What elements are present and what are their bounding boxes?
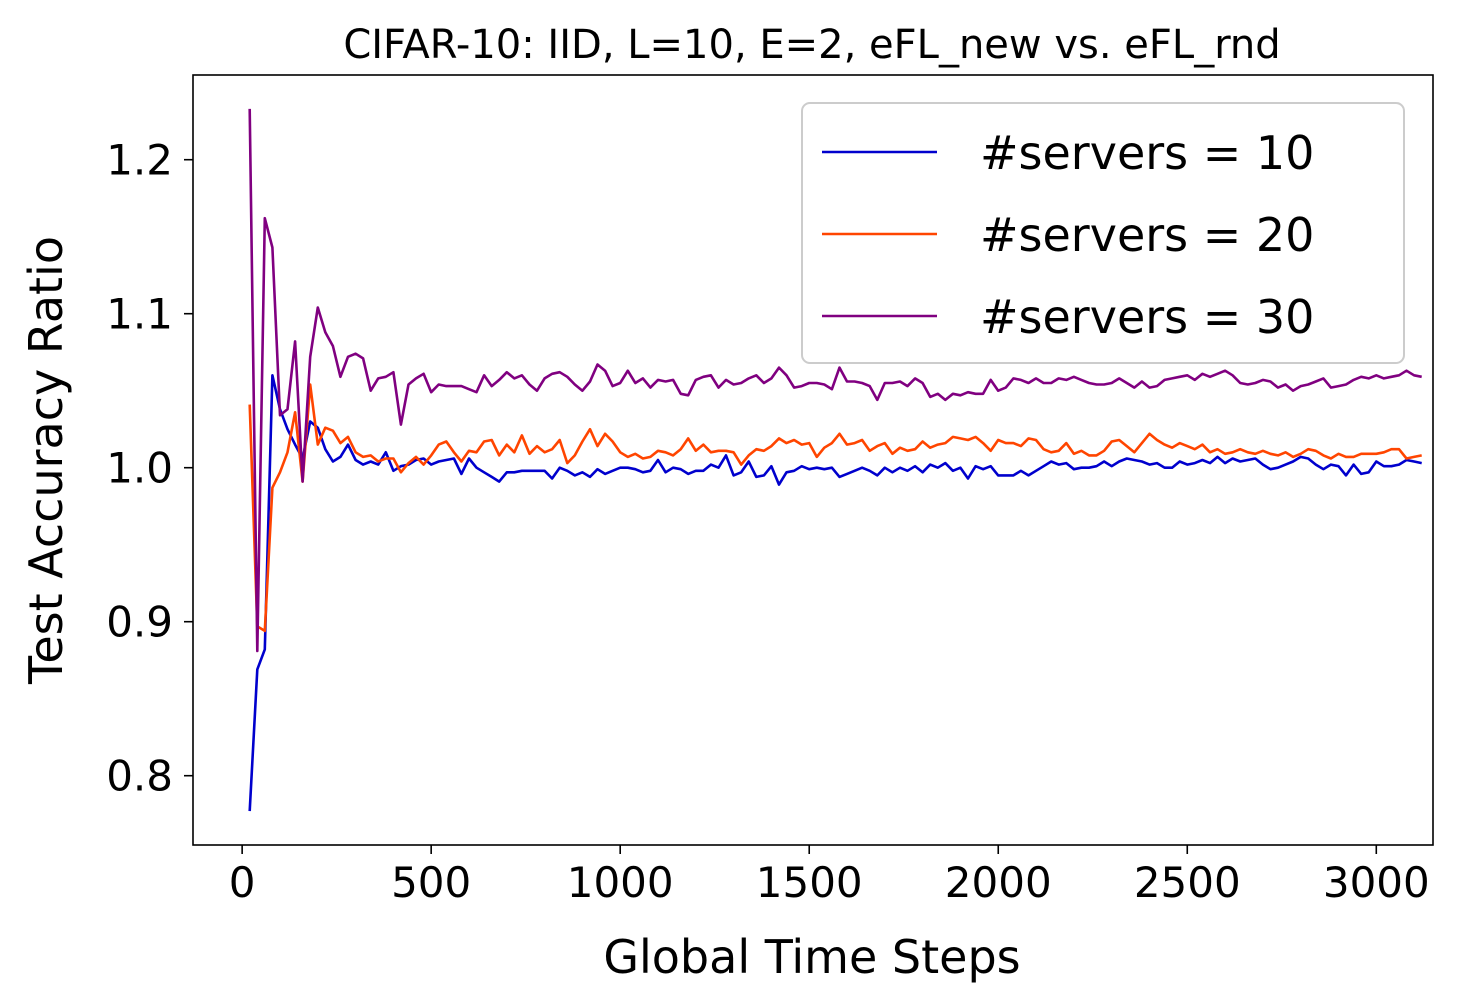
x-tick-label: 2000 [945,858,1052,907]
x-axis-ticks: 0 500 1000 1500 2000 2500 3000 [229,845,1430,907]
x-tick-label: 0 [229,858,256,907]
y-tick-label: 0.8 [106,752,173,801]
series-line-1 [248,373,1422,812]
y-tick-label: 1.2 [106,136,173,185]
y-tick-label: 1.0 [106,444,173,493]
y-axis-label: Test Accuracy Ratio [19,236,73,685]
x-tick-label: 500 [391,858,471,907]
x-axis-label: Global Time Steps [603,930,1020,984]
legend-box [801,102,1405,364]
x-tick-label: 1000 [567,858,674,907]
y-tick-label: 1.1 [106,290,173,339]
legend-label-2: #servers = 20 [980,208,1314,262]
y-tick-label: 0.9 [106,598,173,647]
x-tick-label: 2500 [1134,858,1241,907]
legend: #servers = 10 #servers = 20 #servers = 30 [801,102,1405,364]
series-line-2 [248,383,1422,633]
legend-label-1: #servers = 10 [980,126,1314,180]
chart-title: CIFAR-10: IID, L=10, E=2, eFL_new vs. eF… [343,22,1280,68]
x-tick-label: 1500 [756,858,863,907]
y-axis-ticks: 0.8 0.9 1.0 1.1 1.2 [106,136,193,801]
plot-frame [192,74,1434,846]
legend-label-3: #servers = 30 [980,290,1314,344]
series-line-3 [248,108,1422,653]
plot-series [248,108,1422,812]
x-tick-label: 3000 [1323,858,1430,907]
